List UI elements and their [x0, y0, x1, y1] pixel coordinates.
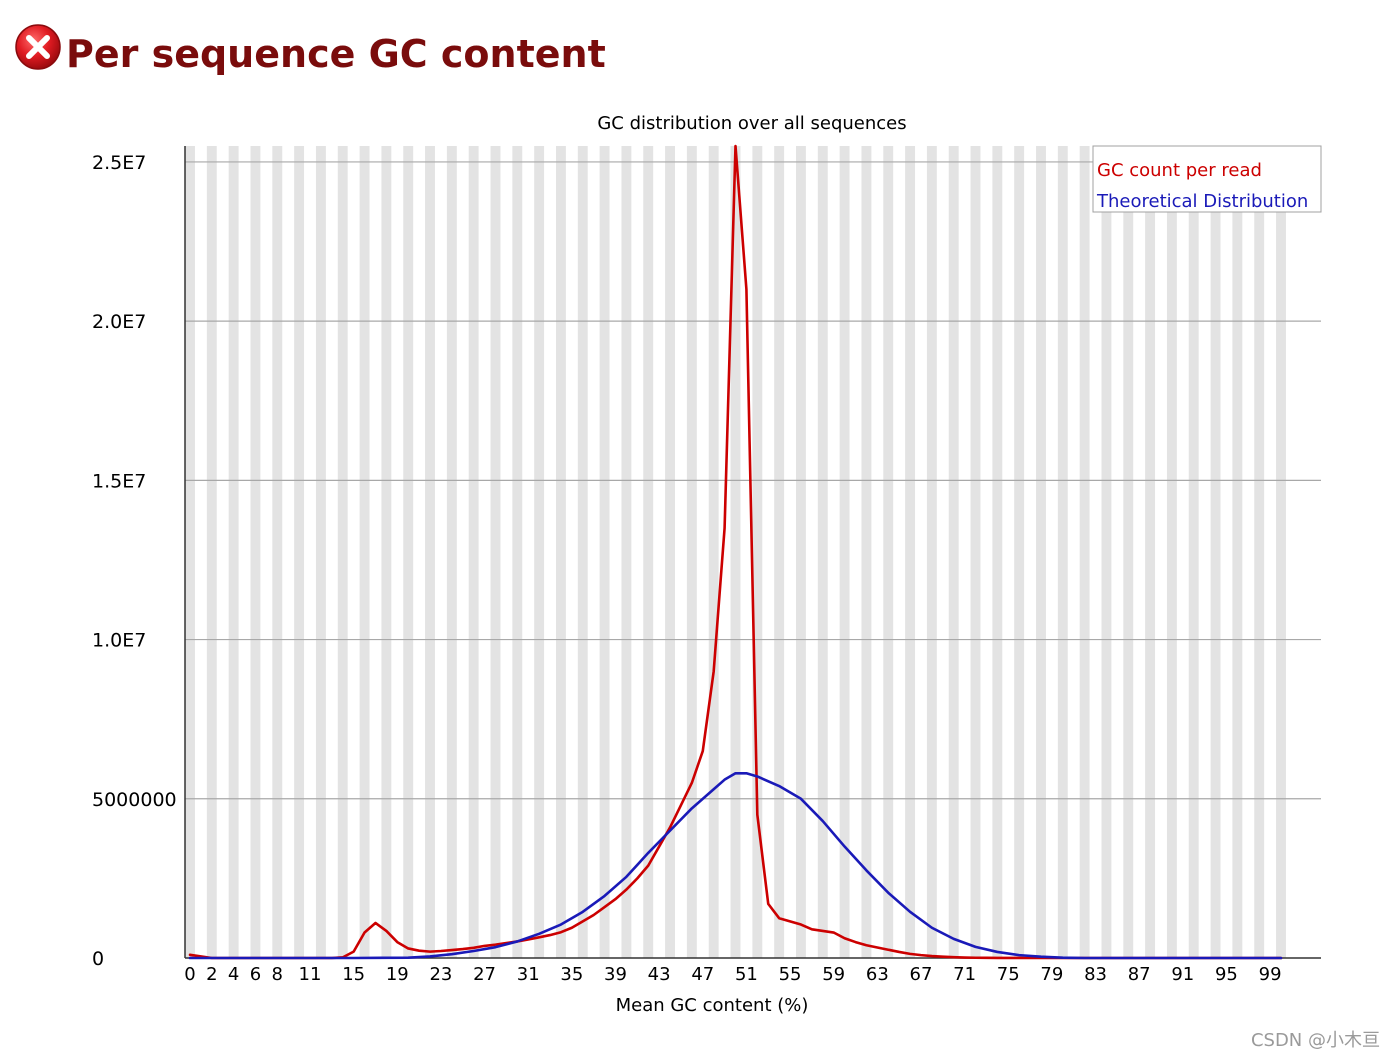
x-axis-label: Mean GC content (%) [616, 995, 809, 1016]
background-band [643, 146, 654, 958]
x-tick-label: 47 [691, 964, 714, 985]
background-band [1210, 146, 1221, 958]
x-tick-label: 15 [342, 964, 365, 985]
x-tick-label: 83 [1084, 964, 1107, 985]
background-band [250, 146, 261, 958]
background-band [425, 146, 435, 958]
background-band [883, 146, 894, 958]
x-tick-label: 23 [429, 964, 452, 985]
background-band [534, 146, 545, 958]
x-tick-label: 4 [228, 964, 239, 985]
background-band [1254, 146, 1265, 958]
x-tick-label: 31 [517, 964, 540, 985]
background-band [817, 146, 828, 958]
background-band [905, 146, 916, 958]
background-band [1188, 146, 1199, 958]
background-band [315, 146, 326, 958]
x-tick-label: 27 [473, 964, 496, 985]
x-tick-label: 8 [272, 964, 283, 985]
background-band [861, 146, 872, 958]
x-tick-label: 91 [1171, 964, 1194, 985]
x-tick-label: 39 [604, 964, 627, 985]
background-band [730, 146, 741, 958]
background-band [774, 146, 785, 958]
background-band [948, 146, 959, 958]
x-tick-label: 19 [386, 964, 409, 985]
background-band [621, 146, 632, 958]
y-tick-label: 0 [92, 948, 104, 970]
background-band [970, 146, 981, 958]
background-band [1166, 146, 1177, 958]
x-tick-label: 71 [953, 964, 976, 985]
x-tick-label: 55 [779, 964, 802, 985]
background-band [1101, 146, 1112, 958]
legend-entry: GC count per read [1097, 160, 1262, 181]
background-band [468, 146, 479, 958]
background-band [1014, 146, 1025, 958]
watermark: CSDN @小木亘 [1250, 1030, 1380, 1051]
background-band [512, 146, 523, 958]
background-band [926, 146, 937, 958]
chart-title: GC distribution over all sequences [597, 113, 906, 134]
legend-box [1092, 145, 1322, 213]
y-tick-label: 2.5E7 [92, 152, 146, 174]
x-tick-label: 0 [184, 964, 195, 985]
x-tick-label: 95 [1215, 964, 1238, 985]
background-band [381, 146, 392, 958]
x-tick-label: 11 [299, 964, 322, 985]
background-band [1123, 146, 1134, 958]
background-band [272, 146, 283, 958]
background-band [490, 146, 501, 958]
background-band [1232, 146, 1243, 958]
y-tick-label: 1.0E7 [92, 630, 146, 652]
background-band [1057, 146, 1068, 958]
background-band [403, 146, 414, 958]
x-tick-label: 79 [1040, 964, 1063, 985]
x-tick-label: 35 [560, 964, 583, 985]
x-tick-label: 99 [1259, 964, 1282, 985]
background-band [577, 146, 588, 958]
background-band [185, 146, 195, 958]
y-tick-label: 2.0E7 [92, 311, 146, 333]
x-tick-label: 75 [997, 964, 1020, 985]
background-band [992, 146, 1003, 958]
y-tick-label: 1.5E7 [92, 470, 146, 492]
x-tick-label: 87 [1128, 964, 1151, 985]
module-header: Per sequence GC content [14, 24, 606, 84]
page-title: Per sequence GC content [66, 32, 606, 76]
background-band [686, 146, 697, 958]
x-tick-label: 59 [822, 964, 845, 985]
background-band [839, 146, 850, 958]
background-band [796, 146, 806, 958]
background-band [294, 146, 305, 958]
x-tick-label: 67 [910, 964, 933, 985]
background-band [1145, 146, 1156, 958]
legend-entry: Theoretical Distribution [1096, 191, 1308, 212]
background-band [228, 146, 239, 958]
x-tick-label: 51 [735, 964, 758, 985]
background-band [599, 146, 610, 958]
background-band [752, 146, 763, 958]
background-band [1079, 146, 1090, 958]
x-tick-label: 2 [206, 964, 217, 985]
x-tick-label: 6 [250, 964, 261, 985]
series-line-theoretical [188, 772, 1283, 960]
background-band [206, 146, 217, 958]
y-tick-label: 5000000 [92, 789, 177, 811]
background-band [555, 146, 566, 958]
background-band [359, 146, 370, 958]
x-tick-label: 63 [866, 964, 889, 985]
background-band [1276, 146, 1286, 958]
x-tick-label: 43 [648, 964, 671, 985]
background-band [446, 146, 457, 958]
background-band [337, 146, 348, 958]
background-band [665, 146, 675, 958]
background-band [1036, 146, 1046, 958]
error-cross-icon [15, 24, 61, 70]
background-band [708, 146, 719, 958]
